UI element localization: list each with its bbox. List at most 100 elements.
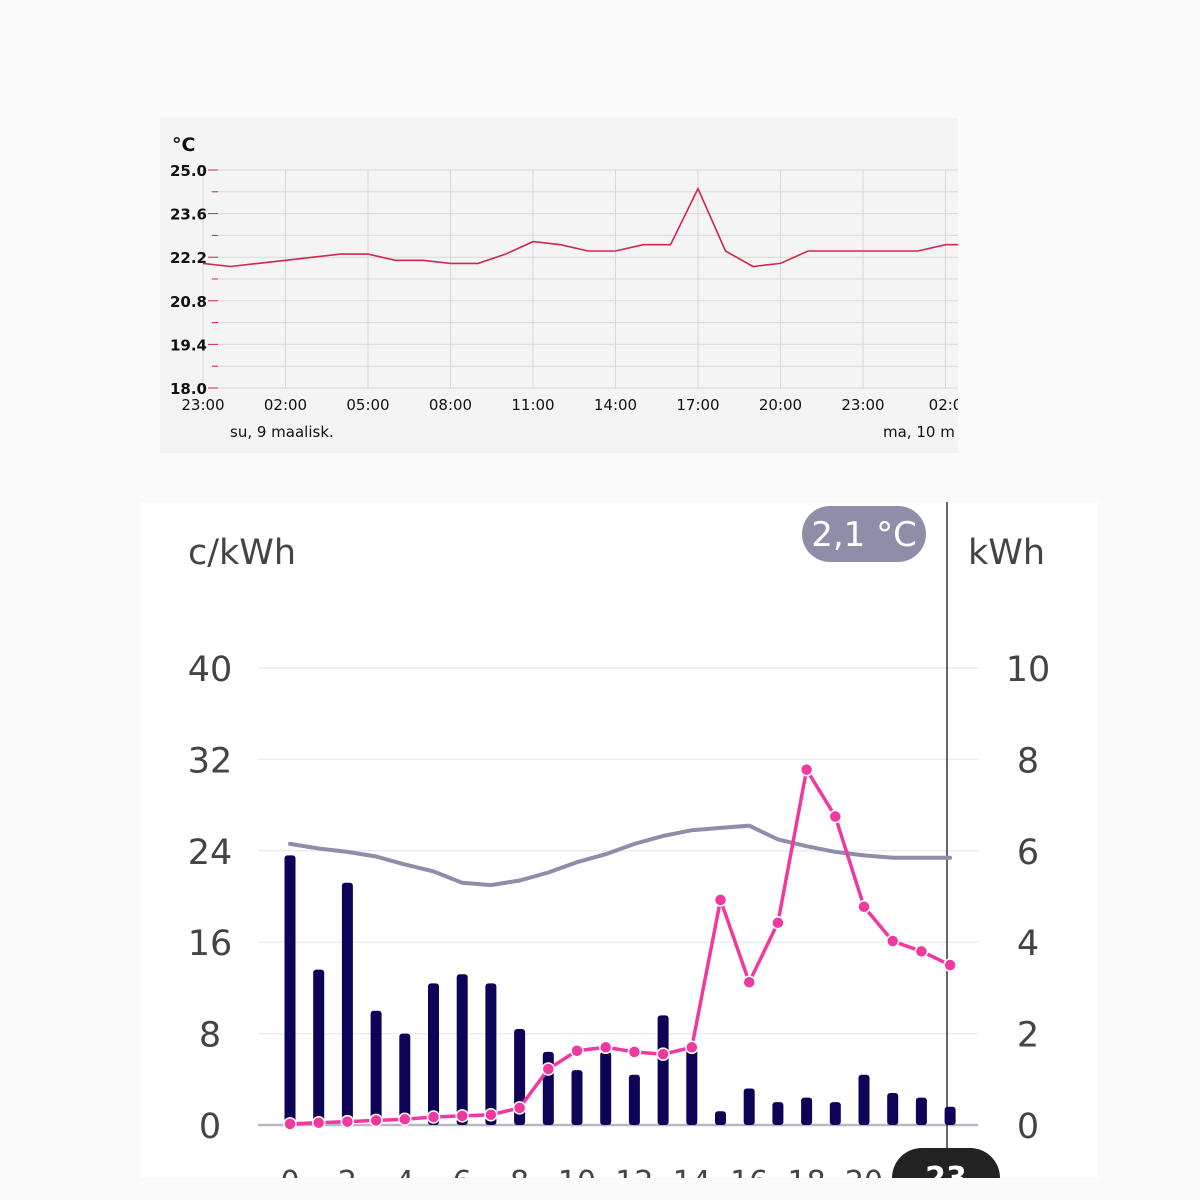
price-point bbox=[857, 900, 871, 914]
energy-unit-label: kWh bbox=[968, 533, 1045, 573]
energy-bar bbox=[829, 1102, 841, 1125]
price-point bbox=[799, 762, 814, 777]
x-tick-label: 18 bbox=[788, 1165, 826, 1178]
price-point bbox=[742, 975, 756, 989]
price-point bbox=[484, 1107, 498, 1122]
energy-bar bbox=[600, 1051, 612, 1125]
x-tick-label: 23:00 bbox=[841, 396, 884, 414]
x-tick-label: 8 bbox=[510, 1165, 529, 1178]
energy-bar bbox=[772, 1102, 784, 1125]
energy-bar bbox=[887, 1093, 899, 1125]
y-tick-label: 23.6 bbox=[170, 206, 207, 224]
x-tick-label: 6 bbox=[453, 1165, 472, 1178]
x-tick-label: 17:00 bbox=[676, 396, 719, 414]
y-tick-label: 25.0 bbox=[170, 162, 207, 180]
temperature-series-line bbox=[202, 186, 958, 268]
price-point bbox=[598, 1040, 613, 1055]
selected-hour-badge-bg bbox=[892, 1148, 1000, 1178]
price-point bbox=[455, 1109, 469, 1123]
price-point bbox=[685, 1040, 699, 1055]
price-point bbox=[943, 958, 957, 972]
price-point bbox=[828, 809, 843, 824]
energy-bar bbox=[743, 1088, 755, 1125]
y-left-tick-label: 8 bbox=[199, 1016, 221, 1056]
y-left-tick-label: 24 bbox=[188, 833, 233, 873]
energy-bar bbox=[485, 983, 497, 1125]
y-tick-label: 22.2 bbox=[170, 249, 207, 267]
energy-bar bbox=[284, 855, 296, 1125]
energy-bar bbox=[399, 1033, 411, 1125]
price-point bbox=[771, 916, 785, 930]
outdoor-temperature-line bbox=[288, 823, 953, 888]
y-right-tick-label: 0 bbox=[1017, 1107, 1039, 1147]
x-tick-label: 4 bbox=[395, 1165, 414, 1178]
temperature-chart-svg: 25.0 23.6 22.2 20.8 19.4 18.0 23:00 02:00 05:00… bbox=[170, 134, 958, 441]
energy-bar bbox=[571, 1070, 583, 1125]
date-label-right: ma, 10 m bbox=[883, 423, 955, 441]
y-left-tick-label: 16 bbox=[188, 924, 233, 964]
y-right-tick-label: 10 bbox=[1006, 650, 1051, 690]
x-tick-label: 16 bbox=[730, 1165, 768, 1178]
y-tick-label: 20.8 bbox=[170, 293, 207, 311]
x-tick-label: 23:00 bbox=[181, 396, 224, 414]
y-right-tick-label: 2 bbox=[1017, 1016, 1039, 1056]
price-point bbox=[656, 1047, 670, 1061]
energy-bar bbox=[915, 1097, 927, 1125]
x-tick-label: 10 bbox=[558, 1165, 596, 1178]
x-tick-label: 08:00 bbox=[429, 396, 472, 414]
energy-bar bbox=[686, 1047, 698, 1125]
outdoor-temperature-badge-bg bbox=[802, 506, 926, 562]
energy-bar bbox=[313, 969, 325, 1125]
price-point bbox=[570, 1043, 584, 1058]
energy-bar bbox=[801, 1097, 813, 1125]
price-point bbox=[426, 1110, 441, 1124]
price-point bbox=[627, 1045, 642, 1059]
indoor-temperature-chart: 25.0 23.6 22.2 20.8 19.4 18.0 23:00 02:00 05:00… bbox=[160, 118, 958, 453]
price-point bbox=[311, 1115, 326, 1130]
price-point bbox=[914, 944, 929, 959]
y-tick-label: 18.0 bbox=[170, 380, 207, 398]
x-tick-label: 0 bbox=[280, 1165, 299, 1178]
energy-bar bbox=[715, 1111, 726, 1125]
energy-bar bbox=[628, 1074, 640, 1125]
x-tick-label: 14:00 bbox=[594, 396, 637, 414]
energy-bar bbox=[657, 1015, 669, 1125]
price-point bbox=[541, 1062, 556, 1076]
x-tick-label: 12 bbox=[615, 1165, 653, 1178]
price-point bbox=[340, 1114, 355, 1129]
y-right-tick-label: 6 bbox=[1017, 833, 1039, 873]
x-tick-label: 02:0 bbox=[929, 396, 958, 414]
selected-hour-label: 23 bbox=[925, 1161, 967, 1178]
price-point bbox=[398, 1112, 412, 1127]
price-point bbox=[713, 893, 728, 907]
y-left-tick-label: 32 bbox=[188, 741, 233, 781]
price-point bbox=[369, 1113, 383, 1128]
price-point bbox=[885, 934, 900, 948]
energy-bar bbox=[858, 1074, 870, 1125]
energy-bar bbox=[456, 974, 468, 1125]
outdoor-temperature-badge: 2,1 °C bbox=[811, 515, 917, 555]
x-tick-label: 05:00 bbox=[346, 396, 389, 414]
date-label-left: su, 9 maalisk. bbox=[230, 423, 334, 441]
energy-bar bbox=[428, 983, 439, 1125]
temperature-unit-label: °C bbox=[172, 134, 195, 156]
energy-bar bbox=[514, 1029, 526, 1125]
energy-bar bbox=[370, 1010, 382, 1125]
energy-bar bbox=[944, 1106, 956, 1125]
x-tick-label: 11:00 bbox=[511, 396, 554, 414]
energy-bar bbox=[341, 882, 353, 1125]
price-line bbox=[289, 764, 951, 1126]
x-tick-label: 20:00 bbox=[759, 396, 802, 414]
x-tick-label: 14 bbox=[673, 1165, 711, 1178]
price-point bbox=[512, 1101, 527, 1115]
price-unit-label: c/kWh bbox=[188, 533, 296, 573]
x-tick-label: 02:00 bbox=[264, 396, 307, 414]
x-tick-label: 2 bbox=[338, 1165, 357, 1178]
y-right-tick-label: 4 bbox=[1017, 924, 1039, 964]
y-tick-label: 19.4 bbox=[170, 336, 207, 354]
price-point bbox=[283, 1117, 297, 1131]
y-left-tick-label: 40 bbox=[188, 650, 233, 690]
y-left-tick-label: 0 bbox=[199, 1107, 221, 1147]
